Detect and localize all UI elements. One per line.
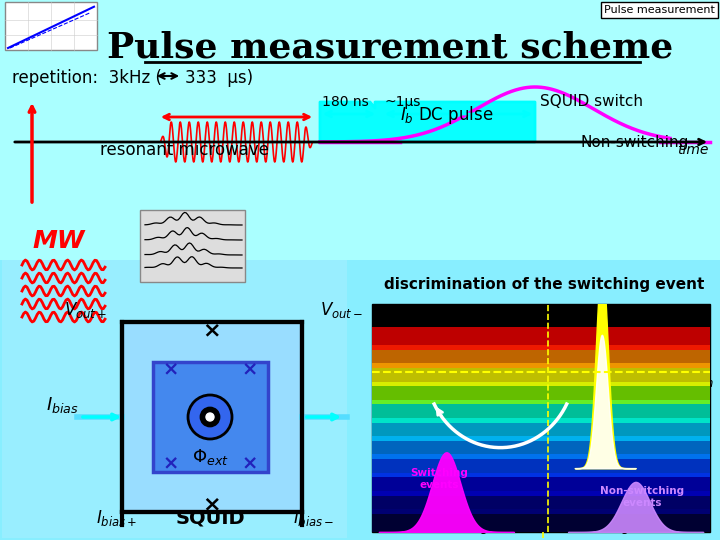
Bar <box>372 455 710 477</box>
Bar <box>372 418 710 441</box>
Text: discrimination of the switching event: discrimination of the switching event <box>384 277 704 292</box>
Text: ×: × <box>163 361 179 380</box>
Text: $V_{th}$: $V_{th}$ <box>690 369 715 389</box>
Text: Pulse measurement: Pulse measurement <box>604 5 715 15</box>
Bar <box>122 322 302 512</box>
Text: $I_{bias+}$: $I_{bias+}$ <box>96 508 138 528</box>
Text: resonant microwave: resonant microwave <box>101 141 269 159</box>
Bar <box>2 260 347 538</box>
Circle shape <box>188 395 232 439</box>
Circle shape <box>201 408 219 426</box>
Text: ×: × <box>163 455 179 474</box>
Text: $I_{bias-}$: $I_{bias-}$ <box>293 508 335 528</box>
Text: Switching event: Switching event <box>569 521 669 534</box>
Text: Pulse measurement scheme: Pulse measurement scheme <box>107 30 673 64</box>
Polygon shape <box>320 102 535 142</box>
Bar <box>140 210 245 282</box>
Text: time: time <box>677 143 708 157</box>
Text: $I_b$ DC pulse: $I_b$ DC pulse <box>400 104 493 126</box>
Bar <box>372 472 710 496</box>
Text: Non-switching
events: Non-switching events <box>600 487 685 508</box>
Text: $V_{out-}$: $V_{out-}$ <box>320 300 363 320</box>
Text: Switching
events: Switching events <box>410 468 469 490</box>
Bar <box>372 363 710 386</box>
Bar <box>372 327 710 349</box>
Bar <box>5 2 97 50</box>
Text: SQUID: SQUID <box>175 509 245 528</box>
Text: 180 ns: 180 ns <box>322 95 369 109</box>
Bar <box>153 362 268 472</box>
Bar <box>0 260 720 540</box>
Bar <box>372 436 710 459</box>
Text: $I_{bias}$: $I_{bias}$ <box>45 395 78 415</box>
Bar <box>372 382 710 404</box>
Text: repetition:  3kHz (: repetition: 3kHz ( <box>12 69 162 87</box>
Text: ×: × <box>203 494 221 514</box>
Bar <box>372 345 710 368</box>
Text: $V_{out+}$: $V_{out+}$ <box>64 300 107 320</box>
Text: ×: × <box>242 361 258 380</box>
Bar <box>372 304 710 532</box>
Text: $\Phi_{ext}$: $\Phi_{ext}$ <box>192 447 228 467</box>
Text: ×: × <box>203 320 221 340</box>
Text: MW: MW <box>32 229 84 253</box>
Circle shape <box>206 413 214 421</box>
Bar <box>372 491 710 514</box>
Text: Non-switching: Non-switching <box>580 135 688 150</box>
Bar <box>372 400 710 423</box>
Text: 333  μs): 333 μs) <box>185 69 253 87</box>
Text: SQUID switch: SQUID switch <box>540 94 643 109</box>
Text: ~1μs: ~1μs <box>385 95 421 109</box>
Bar <box>372 509 710 532</box>
Text: ×: × <box>242 455 258 474</box>
Text: Non-switching event: Non-switching event <box>399 521 528 534</box>
